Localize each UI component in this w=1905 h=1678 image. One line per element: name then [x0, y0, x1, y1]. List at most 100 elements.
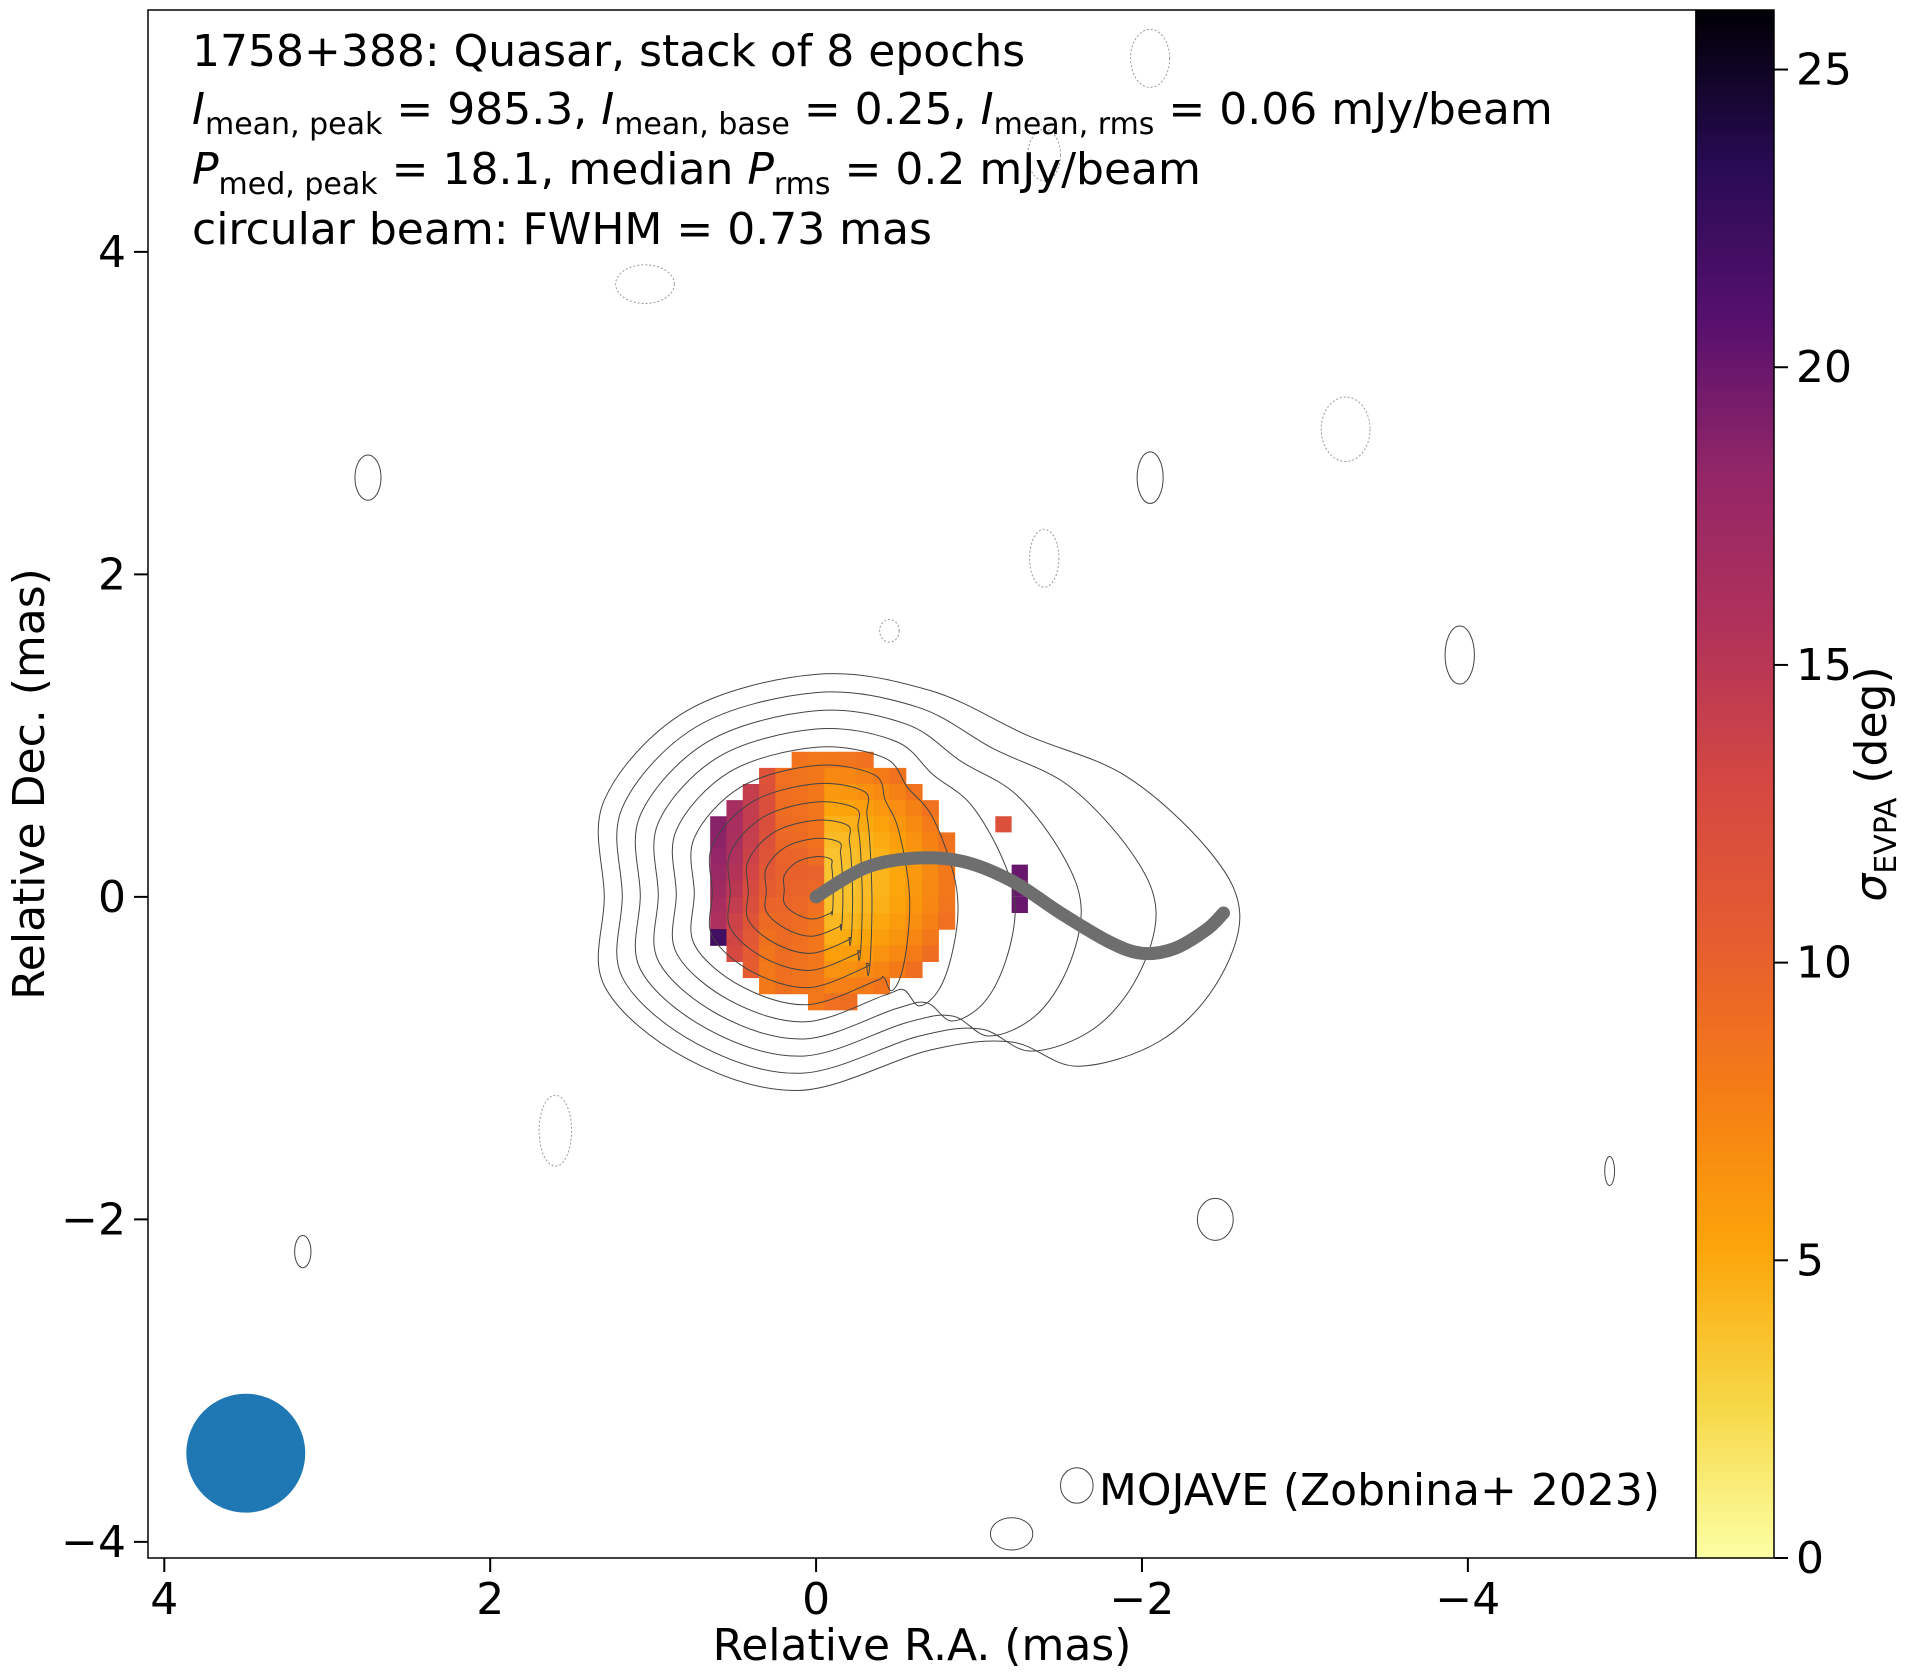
- colorbar-gradient: [1696, 10, 1774, 1558]
- contour-line: [671, 746, 959, 1023]
- heatmap-pixel: [824, 848, 842, 866]
- contour-island: [538, 1094, 573, 1167]
- heatmap-pixel: [889, 800, 907, 817]
- heatmap-pixel: [791, 896, 809, 914]
- heatmap-pixel: [759, 816, 776, 833]
- heatmap-pixel: [742, 848, 760, 866]
- heatmap-pixel: [905, 864, 923, 882]
- y-tick-label: −4: [61, 1517, 126, 1568]
- heatmap-pixel: [791, 800, 809, 817]
- heatmap-pixel: [905, 913, 923, 930]
- y-axis: 4 2 0 −2 −4: [61, 227, 148, 1568]
- heatmap-pixel: [807, 751, 825, 769]
- heatmap-pixel: [742, 880, 760, 898]
- heatmap-pixel: [856, 880, 874, 898]
- heatmap-pixel: [807, 864, 825, 882]
- y-tick-label: 2: [98, 549, 126, 600]
- annotation-line: Imean, peak = 985.3, Imean, base = 0.25,…: [192, 84, 1553, 142]
- heatmap-pixel: [889, 784, 907, 801]
- x-tick-label: 0: [802, 1574, 830, 1625]
- heatmap-pixel: [922, 945, 939, 962]
- y-tick-label: 0: [98, 872, 126, 923]
- heatmap-pixel: [905, 896, 923, 914]
- contour-line: [690, 764, 911, 1006]
- heatmap-pixel: [938, 864, 956, 882]
- contour-island: [989, 1517, 1034, 1551]
- annotation-text: I: [601, 84, 614, 135]
- annotation-subscript: mean, peak: [205, 107, 383, 142]
- heatmap-pixel: [775, 977, 793, 995]
- ridge-layer: [809, 851, 1230, 961]
- x-tick-label: 2: [476, 1574, 504, 1625]
- heatmap-pixel: [824, 816, 842, 833]
- annotation-block: 1758+388: Quasar, stack of 8 epochs Imean…: [192, 26, 1553, 255]
- heatmap-pixel: [807, 929, 825, 946]
- contour-island: [1029, 528, 1060, 588]
- heatmap-pixel: [791, 816, 809, 833]
- heatmap-pixel: [824, 993, 842, 1011]
- annotation-text: = 985.3,: [382, 84, 601, 135]
- annotation-line: circular beam: FWHM = 0.73 mas: [192, 204, 932, 255]
- heatmap-pixel: [905, 784, 923, 801]
- heatmap-pixel: [775, 816, 793, 833]
- heatmap-pixel: [710, 896, 728, 914]
- heatmap-pixel: [873, 784, 891, 801]
- heatmap-pixel: [726, 880, 744, 898]
- heatmap-pixel: [807, 993, 825, 1011]
- heatmap-pixel: [856, 913, 874, 930]
- contour-island: [1320, 396, 1371, 462]
- heatmap-pixel: [889, 896, 907, 914]
- annotation-text: = 0.2 mJy/beam: [831, 144, 1201, 195]
- heatmap-pixel: [824, 751, 842, 769]
- annotation-subscript: mean, base: [614, 107, 790, 142]
- heatmap-pixel: [889, 929, 907, 946]
- x-tick-label: −4: [1435, 1574, 1500, 1625]
- heatmap-pixel: [726, 832, 744, 850]
- heatmap-pixel: [889, 816, 907, 833]
- heatmap-pixel: [726, 896, 744, 914]
- heatmap-pixel: [775, 961, 793, 979]
- contour-island: [354, 454, 382, 501]
- heatmap-pixel: [856, 751, 874, 769]
- heatmap-pixel: [824, 784, 842, 801]
- contour-island: [1027, 128, 1062, 182]
- heatmap-pixel: [759, 961, 776, 979]
- heatmap-pixel: [791, 784, 809, 801]
- colorbar-tick-label: 20: [1796, 342, 1852, 393]
- heatmap-pixel: [905, 816, 923, 833]
- heatmap-pixel: [742, 929, 760, 946]
- heatmap-pixel: [824, 832, 842, 850]
- heatmap-pixel: [807, 767, 825, 785]
- heatmap-pixel: [791, 864, 809, 882]
- heatmap-pixel: [726, 816, 744, 833]
- heatmap-pixel: [840, 767, 858, 785]
- heatmap-pixel: [889, 880, 907, 898]
- colorbar-tick-label: 0: [1796, 1533, 1824, 1584]
- colorbar-tick-label: 5: [1796, 1235, 1824, 1286]
- heatmap-pixel: [840, 848, 858, 866]
- annotation-text: I: [192, 84, 205, 135]
- contour-line: [708, 782, 873, 989]
- heatmap-pixel: [873, 816, 891, 833]
- heatmap-pixel: [775, 929, 793, 946]
- heatmap-pixel: [759, 977, 776, 995]
- heatmap-pixel: [840, 800, 858, 817]
- x-tick-label: −2: [1110, 1574, 1175, 1625]
- heatmap-pixel: [840, 913, 858, 930]
- heatmap-pixel: [791, 751, 809, 769]
- x-axis-label: Relative R.A. (mas): [713, 1620, 1132, 1671]
- heatmap-pixel: [775, 896, 793, 914]
- heatmap-pixel: [905, 800, 923, 817]
- annotation-text: I: [981, 84, 994, 135]
- colorbar-label-unit: (deg): [1846, 666, 1897, 797]
- heatmap-pixel: [824, 929, 842, 946]
- heatmap-pixel: [759, 929, 776, 946]
- heatmap-pixel: [873, 913, 891, 930]
- heatmap-pixel: [742, 945, 760, 962]
- heatmap-pixel: [905, 880, 923, 898]
- contour-line: [764, 837, 844, 937]
- annotation-subscript: med, peak: [219, 167, 379, 202]
- annotation-subscript: mean, rms: [994, 107, 1155, 142]
- heatmap-pixel: [710, 880, 728, 898]
